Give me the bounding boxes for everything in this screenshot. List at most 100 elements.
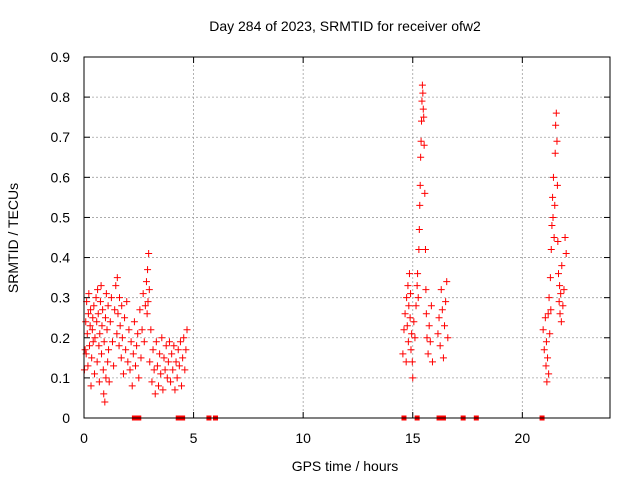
x-tick-labels: 0 5 10 15 20	[80, 430, 530, 446]
data-point	[421, 246, 429, 254]
data-point	[165, 338, 173, 346]
data-point	[418, 81, 426, 89]
data-point	[94, 286, 102, 294]
data-point	[437, 286, 445, 294]
data-point	[178, 382, 186, 390]
data-point	[119, 370, 127, 378]
data-point	[95, 342, 103, 350]
data-point	[544, 310, 552, 318]
data-point	[546, 274, 554, 282]
data-point	[160, 354, 168, 362]
data-point	[139, 290, 147, 298]
data-point	[102, 374, 110, 382]
data-point	[420, 141, 428, 149]
data-point	[91, 370, 99, 378]
data-point	[414, 270, 422, 278]
y-tick-labels: 0 0.1 0.2 0.3 0.4 0.5 0.6 0.7 0.8 0.9	[51, 49, 71, 426]
data-point	[542, 338, 550, 346]
y-tick-label: 0.1	[51, 370, 71, 386]
data-point	[175, 362, 183, 370]
data-point	[162, 342, 170, 350]
data-point	[105, 346, 113, 354]
data-point	[88, 326, 96, 334]
y-tick-label: 0	[62, 410, 70, 426]
data-point	[547, 246, 555, 254]
data-point	[129, 350, 137, 358]
data-point	[557, 318, 565, 326]
data-point	[89, 338, 97, 346]
data-point	[416, 181, 424, 189]
data-point	[115, 342, 123, 350]
data-point	[104, 302, 112, 310]
data-point	[112, 282, 120, 290]
data-point	[169, 366, 177, 374]
data-point	[425, 322, 433, 330]
data-point	[113, 274, 121, 282]
data-point	[94, 310, 102, 318]
data-point	[99, 306, 107, 314]
data-point	[424, 350, 432, 358]
y-tick-label: 0.8	[51, 89, 71, 105]
data-point	[152, 338, 160, 346]
data-point	[417, 137, 425, 145]
data-point	[133, 342, 141, 350]
data-point	[167, 378, 175, 386]
data-point	[554, 270, 562, 278]
data-point	[548, 221, 556, 229]
data-point	[97, 282, 105, 290]
data-point	[542, 362, 550, 370]
data-point	[402, 358, 410, 366]
data-point	[173, 374, 181, 382]
data-point	[130, 318, 138, 326]
y-tick-label: 0.2	[51, 330, 71, 346]
data-point	[141, 302, 149, 310]
data-point	[404, 338, 412, 346]
data-point	[426, 338, 434, 346]
plot-frame	[83, 56, 611, 419]
data-point	[156, 350, 164, 358]
data-point	[441, 322, 449, 330]
data-point	[554, 238, 562, 246]
data-point	[551, 149, 559, 157]
data-point	[408, 358, 416, 366]
data-point	[549, 173, 557, 181]
data-point	[558, 262, 566, 270]
data-point	[545, 294, 553, 302]
data-point	[142, 278, 150, 286]
data-point	[111, 306, 119, 314]
data-point	[164, 358, 172, 366]
data-point	[181, 366, 189, 374]
data-point	[444, 334, 452, 342]
data-point	[102, 290, 110, 298]
data-point	[149, 346, 157, 354]
data-point	[562, 250, 570, 258]
data-point	[410, 318, 418, 326]
data-point	[143, 310, 151, 318]
data-point	[553, 137, 561, 145]
data-point	[413, 282, 421, 290]
data-point	[399, 350, 407, 358]
data-point	[557, 290, 565, 298]
data-point	[85, 290, 93, 298]
data-point	[126, 366, 134, 374]
x-axis-label: GPS time / hours	[292, 458, 399, 474]
data-point	[174, 346, 182, 354]
data-point	[89, 314, 97, 322]
data-point	[553, 181, 561, 189]
data-point	[125, 326, 133, 334]
data-point	[84, 362, 92, 370]
data-point	[560, 286, 568, 294]
chart-title: Day 284 of 2023, SRMTID for receiver ofw…	[209, 18, 481, 34]
x-tick-label: 0	[80, 430, 88, 446]
data-point	[439, 354, 447, 362]
data-point	[434, 330, 442, 338]
data-point	[417, 153, 425, 161]
data-point	[116, 322, 124, 330]
data-point	[170, 342, 178, 350]
data-point	[423, 334, 431, 342]
data-point	[85, 342, 93, 350]
y-tick-label: 0.9	[51, 49, 71, 65]
data-point	[100, 390, 108, 398]
data-point	[132, 362, 140, 370]
